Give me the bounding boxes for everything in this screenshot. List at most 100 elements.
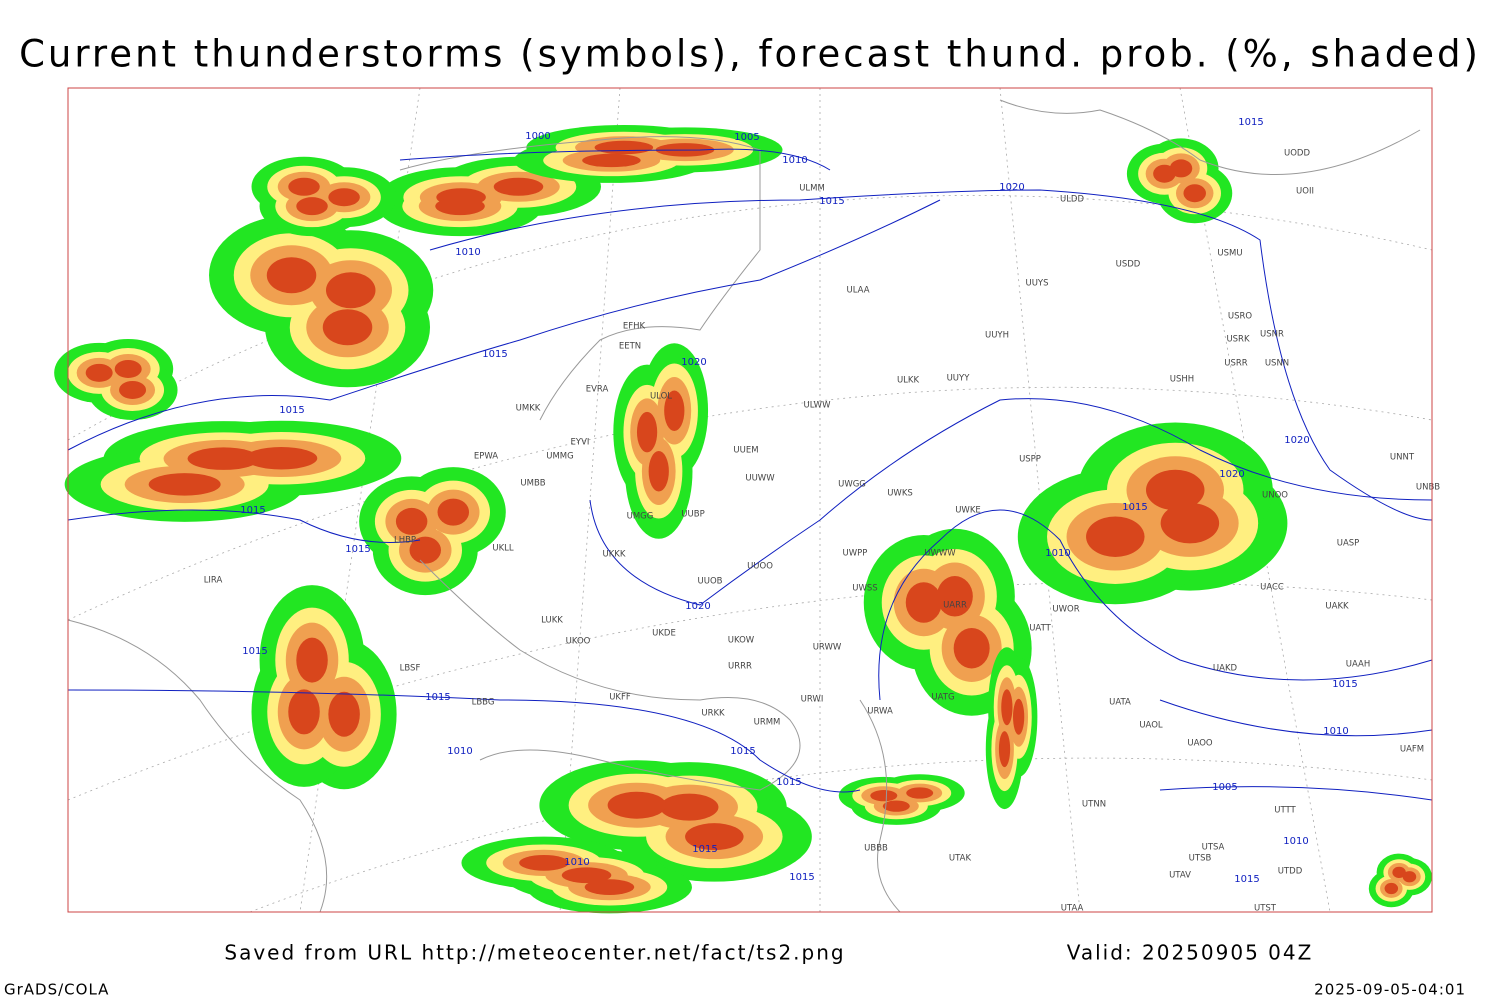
station-label: UUYH bbox=[985, 331, 1009, 341]
isobar-label: 1015 bbox=[789, 872, 814, 883]
station-label: UAKK bbox=[1325, 602, 1349, 612]
isobar bbox=[429, 189, 1433, 521]
station-label: UUEM bbox=[733, 446, 758, 456]
station-label: USRR bbox=[1224, 359, 1248, 369]
station-label: USRK bbox=[1226, 335, 1250, 345]
station-label: LIRA bbox=[204, 576, 223, 586]
station-label: UBBB bbox=[864, 844, 888, 854]
station-label: UTAK bbox=[949, 854, 972, 864]
graticule-line bbox=[249, 757, 1433, 913]
station-label: UUWW bbox=[745, 474, 775, 484]
station-label: UUBP bbox=[681, 510, 704, 520]
shading-area bbox=[296, 197, 328, 216]
shading-area bbox=[1402, 871, 1417, 883]
coastline bbox=[67, 619, 328, 913]
station-label: UAOL bbox=[1139, 721, 1163, 731]
station-label: UTAA bbox=[1061, 904, 1084, 914]
station-label: UWKS bbox=[887, 489, 913, 499]
shading-area bbox=[187, 447, 260, 470]
station-label: UACC bbox=[1260, 583, 1284, 593]
shading-area bbox=[245, 446, 318, 470]
coastline bbox=[399, 136, 761, 421]
station-label: LBSF bbox=[400, 664, 421, 674]
station-label: UTST bbox=[1254, 904, 1277, 914]
shading-area bbox=[493, 177, 544, 196]
shading-area bbox=[288, 177, 320, 196]
station-label: UODD bbox=[1284, 149, 1310, 159]
title: Current thunderstorms (symbols), forecas… bbox=[19, 33, 1481, 76]
station-label: UTSA bbox=[1202, 843, 1225, 853]
isobar bbox=[67, 509, 421, 543]
isobar-label: 1020 bbox=[1219, 469, 1244, 480]
station-label: UMMG bbox=[546, 452, 573, 462]
isobar bbox=[1159, 786, 1433, 801]
isobar-label: 1015 bbox=[692, 844, 717, 855]
shading-area bbox=[119, 380, 147, 399]
isobar bbox=[67, 689, 861, 793]
shading-area bbox=[437, 498, 470, 526]
isobar-label: 1010 bbox=[447, 746, 472, 757]
isobar-label: 1015 bbox=[425, 692, 450, 703]
map-labels: 1000 1005 1010 1015 1020 1010 1015 1015 1015 1015… bbox=[204, 117, 1441, 914]
station-label: URMM bbox=[754, 718, 781, 728]
station-label: UTNN bbox=[1082, 800, 1106, 810]
station-label: UNNT bbox=[1390, 453, 1415, 463]
station-label: UTAV bbox=[1169, 871, 1191, 881]
station-label: EPWA bbox=[474, 452, 498, 462]
station-label: USNN bbox=[1265, 359, 1289, 369]
station-label: UWSS bbox=[852, 584, 877, 594]
station-label: URWI bbox=[801, 695, 824, 705]
station-label: UKOW bbox=[728, 636, 755, 646]
station-label: EFHK bbox=[623, 322, 646, 332]
station-label: URWW bbox=[813, 643, 842, 653]
station-label: UWWW bbox=[924, 549, 956, 559]
shading-area bbox=[266, 257, 317, 294]
coastlines bbox=[67, 99, 1421, 913]
shading-area bbox=[114, 359, 142, 378]
station-label: UKOO bbox=[566, 637, 591, 647]
shading-area bbox=[594, 140, 654, 155]
isobar-label: 1015 bbox=[1238, 117, 1263, 128]
shading-area bbox=[1384, 882, 1399, 895]
timestamp: 2025-09-05-04:01 bbox=[1314, 981, 1466, 999]
station-label: ULAA bbox=[846, 286, 869, 296]
station-label: USHH bbox=[1170, 375, 1194, 385]
station-label: UKFF bbox=[609, 693, 631, 703]
shading-area bbox=[584, 879, 635, 895]
shading-area bbox=[685, 823, 744, 851]
shading-area bbox=[636, 411, 658, 453]
station-label: UMGG bbox=[627, 512, 654, 522]
shading-area bbox=[409, 536, 442, 564]
isobar-label: 1015 bbox=[240, 505, 265, 516]
station-label: UKKK bbox=[603, 550, 626, 560]
shading-area bbox=[906, 787, 934, 799]
shading-area bbox=[998, 731, 1011, 768]
isobar-label: 1015 bbox=[730, 746, 755, 757]
station-label: UUOO bbox=[747, 562, 773, 572]
station-label: USPP bbox=[1019, 455, 1041, 465]
station-label: UKDE bbox=[652, 629, 676, 639]
station-label: USNR bbox=[1260, 330, 1284, 340]
isobar-label: 1015 bbox=[1234, 874, 1259, 885]
shading-area bbox=[328, 691, 360, 737]
shading-area bbox=[435, 197, 485, 216]
shading-area bbox=[325, 272, 376, 309]
shading-area bbox=[905, 582, 942, 623]
isobar bbox=[399, 148, 831, 171]
shading-area bbox=[1169, 159, 1193, 178]
station-label: USMU bbox=[1217, 249, 1242, 259]
shading-area bbox=[85, 363, 113, 382]
shading-area bbox=[870, 790, 898, 802]
isobar-label: 1010 bbox=[564, 857, 589, 868]
coastline bbox=[419, 559, 801, 791]
isobar-label: 1010 bbox=[1323, 726, 1348, 737]
station-label: UWKE bbox=[955, 506, 981, 516]
thunder-probability-shading bbox=[54, 124, 1432, 914]
station-label: UATG bbox=[931, 693, 954, 703]
station-label: UUYY bbox=[947, 374, 971, 384]
station-label: LUKK bbox=[541, 616, 563, 626]
valid-time: Valid: 20250905 04Z bbox=[1067, 941, 1314, 965]
station-label: ULOL bbox=[650, 392, 672, 402]
shading-area bbox=[561, 867, 612, 884]
isobar-label: 1015 bbox=[345, 544, 370, 555]
